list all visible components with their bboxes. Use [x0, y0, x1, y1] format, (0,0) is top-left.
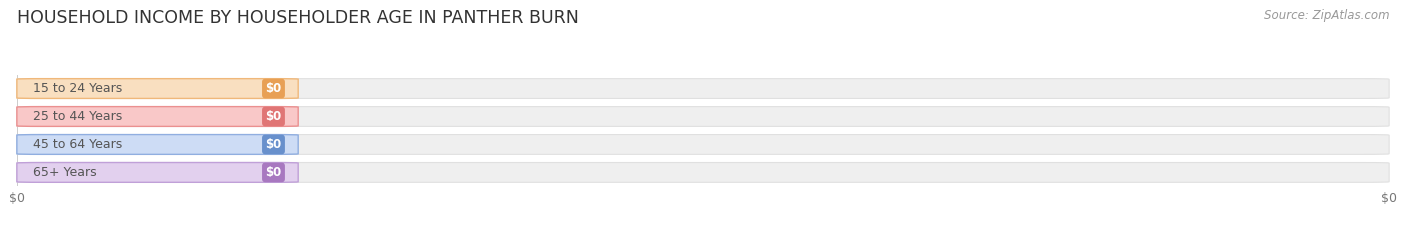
Text: 25 to 44 Years: 25 to 44 Years: [34, 110, 122, 123]
Text: $0: $0: [266, 138, 281, 151]
FancyBboxPatch shape: [17, 107, 1389, 126]
Text: 15 to 24 Years: 15 to 24 Years: [34, 82, 122, 95]
FancyBboxPatch shape: [17, 79, 1389, 98]
FancyBboxPatch shape: [17, 107, 298, 126]
Text: 45 to 64 Years: 45 to 64 Years: [34, 138, 122, 151]
FancyBboxPatch shape: [17, 79, 298, 98]
Text: 65+ Years: 65+ Years: [34, 166, 97, 179]
FancyBboxPatch shape: [17, 163, 1389, 182]
Text: $0: $0: [266, 82, 281, 95]
Text: HOUSEHOLD INCOME BY HOUSEHOLDER AGE IN PANTHER BURN: HOUSEHOLD INCOME BY HOUSEHOLDER AGE IN P…: [17, 9, 579, 27]
Text: Source: ZipAtlas.com: Source: ZipAtlas.com: [1264, 9, 1389, 22]
FancyBboxPatch shape: [17, 163, 298, 182]
Text: $0: $0: [266, 166, 281, 179]
FancyBboxPatch shape: [17, 135, 298, 154]
Text: $0: $0: [266, 110, 281, 123]
FancyBboxPatch shape: [17, 135, 1389, 154]
